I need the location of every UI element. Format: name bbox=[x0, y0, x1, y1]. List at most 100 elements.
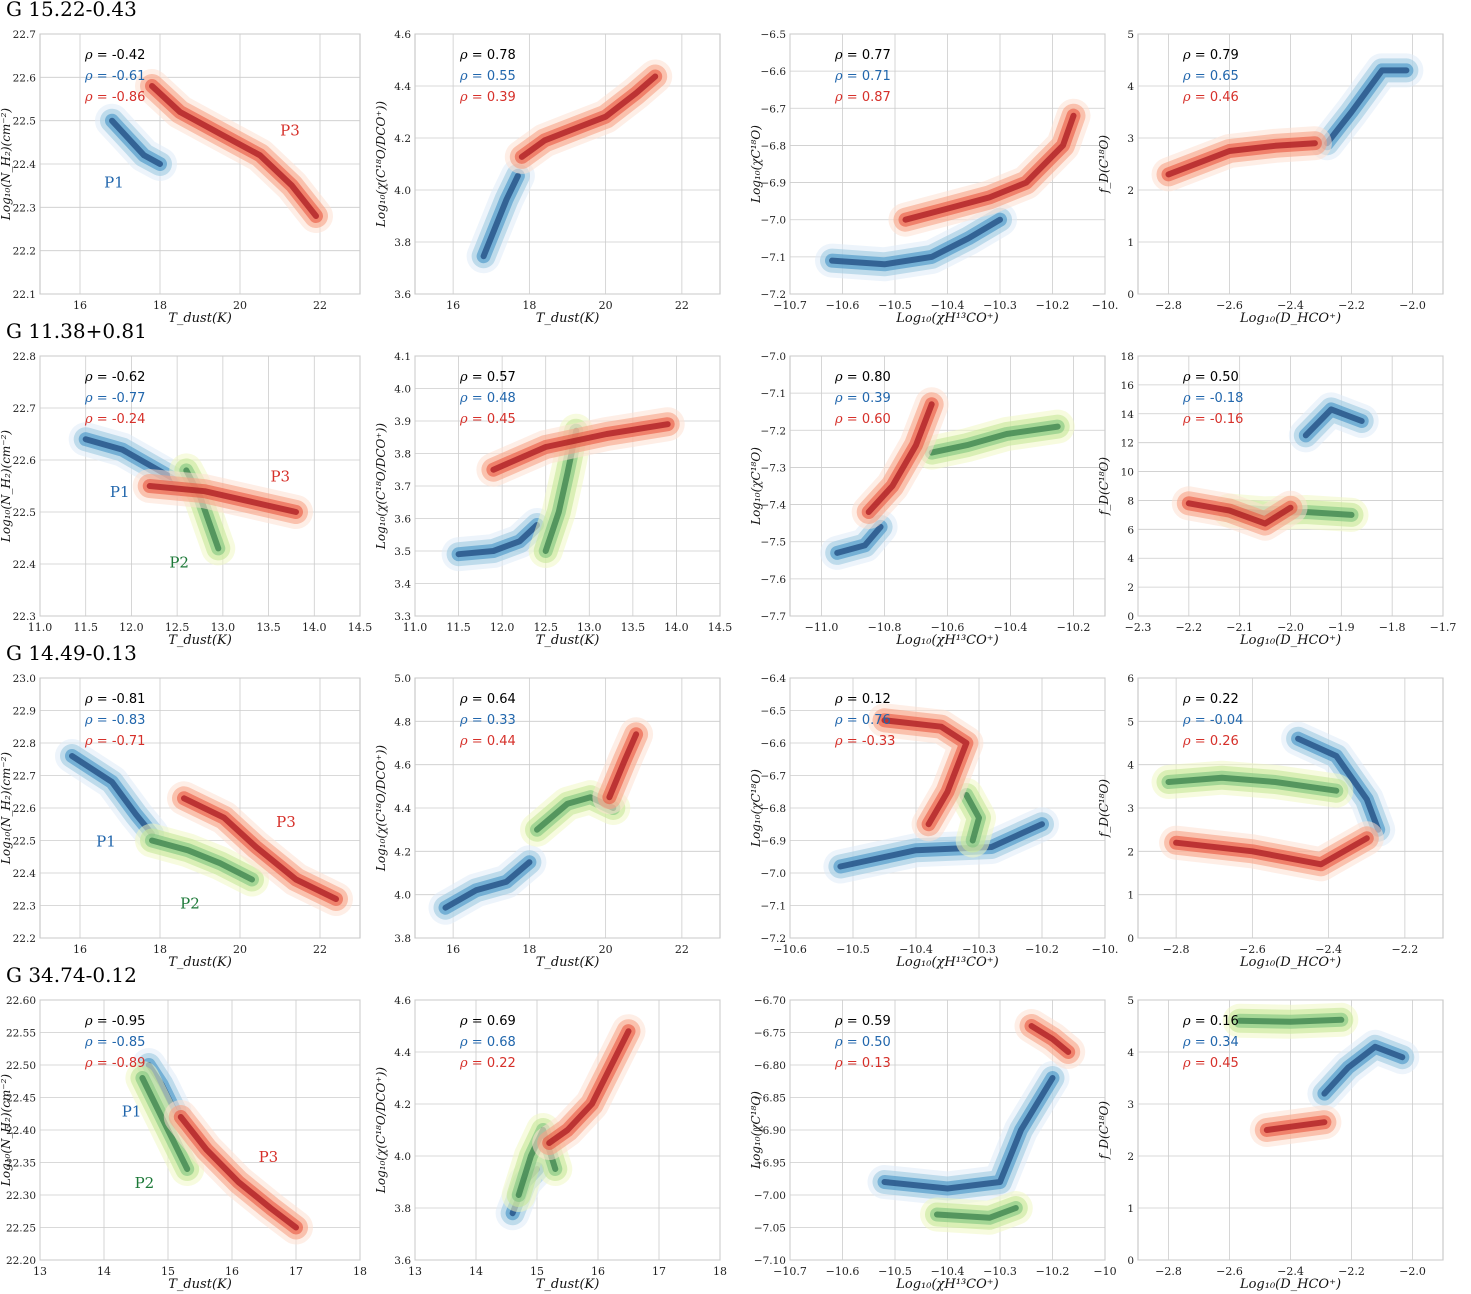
density-contour-P3 bbox=[177, 1114, 299, 1231]
kde-panel: −2.8 −2.6 −2.4 −2.2 −2.0 0 1 2 3 4 5 Log₁₀(D_HCO⁺) f… bbox=[1097, 995, 1444, 1292]
x-tick-label: −10.4 bbox=[931, 299, 965, 312]
y-tick-label: 2 bbox=[1127, 582, 1134, 594]
x-tick-label: −10.3 bbox=[962, 943, 996, 956]
y-tick-label: 4 bbox=[1127, 760, 1134, 772]
density-contour-P3 bbox=[546, 1028, 632, 1146]
y-tick-label: 4 bbox=[1127, 81, 1134, 93]
y-tick-label: 22.30 bbox=[6, 1190, 36, 1202]
kde-panel: −11.0 −10.8 −10.6 −10.4 −10.2 −7.7 −7.6 −7.5 −7.… bbox=[749, 351, 1106, 648]
density-layer bbox=[95, 69, 333, 233]
rho-annotation: ρ = -0.61 bbox=[84, 69, 145, 84]
y-tick-label: −7.10 bbox=[754, 1255, 786, 1267]
density-contour-P2 bbox=[963, 792, 982, 844]
density-contour-P2 bbox=[934, 1205, 1019, 1221]
y-tick-label: 3 bbox=[1127, 133, 1134, 145]
x-tick-label: 12.0 bbox=[119, 621, 144, 634]
density-contour-P1 bbox=[1302, 406, 1365, 439]
y-tick-label: 3.5 bbox=[394, 546, 411, 558]
rho-annotation: ρ = -0.77 bbox=[84, 391, 145, 406]
component-label: P1 bbox=[110, 483, 130, 501]
component-label: P3 bbox=[259, 1148, 279, 1166]
y-tick-label: 3.8 bbox=[394, 237, 411, 249]
y-axis-label: Log₁₀(χ(C¹⁸O/DCO⁺)) bbox=[374, 423, 388, 550]
rho-annotation: ρ = 0.13 bbox=[834, 1056, 891, 1071]
x-tick-label: 13.5 bbox=[621, 621, 646, 634]
rho-annotation: ρ = 0.50 bbox=[1182, 370, 1239, 385]
component-label: P3 bbox=[270, 468, 290, 486]
rho-annotation: ρ = 0.68 bbox=[459, 1035, 516, 1050]
x-tick-label: −2.3 bbox=[1125, 621, 1152, 634]
y-tick-label: 22.5 bbox=[13, 507, 36, 519]
rho-annotation: ρ = 0.64 bbox=[459, 692, 516, 707]
y-tick-label: 22.7 bbox=[13, 771, 36, 783]
x-axis-label: Log₁₀(χH¹³CO⁺) bbox=[895, 955, 998, 970]
x-tick-label: 22 bbox=[675, 299, 689, 312]
y-tick-label: 22.4 bbox=[13, 559, 37, 571]
y-axis-label: Log₁₀(χC¹⁸O) bbox=[749, 1091, 763, 1170]
x-tick-label: −10.2 bbox=[1057, 621, 1091, 634]
y-tick-label: −7.6 bbox=[761, 574, 787, 586]
x-tick-label: −10.7 bbox=[773, 1265, 807, 1278]
x-tick-label: 16 bbox=[73, 943, 87, 956]
x-axis-label: Log₁₀(χH¹³CO⁺) bbox=[895, 1277, 998, 1292]
density-contour-P3 bbox=[490, 421, 671, 473]
density-contour-P1 bbox=[455, 522, 540, 558]
y-tick-label: 22.25 bbox=[6, 1223, 36, 1235]
y-axis-label: Log₁₀(χC¹⁸O) bbox=[749, 125, 763, 204]
x-axis-label: T_dust(K) bbox=[536, 955, 600, 970]
component-label: P1 bbox=[104, 173, 124, 191]
x-tick-label: −10.4 bbox=[899, 943, 933, 956]
density-layer bbox=[1151, 721, 1396, 882]
y-tick-label: −7.05 bbox=[754, 1223, 786, 1235]
x-tick-label: 13.0 bbox=[211, 621, 236, 634]
y-axis-label: Log₁₀(N_H₂)(cm⁻²) bbox=[0, 752, 13, 866]
component-label: P2 bbox=[180, 894, 200, 912]
x-tick-label: −10.6 bbox=[931, 621, 965, 634]
x-axis-label: Log₁₀(D_HCO⁺) bbox=[1239, 311, 1341, 326]
density-layer bbox=[823, 703, 1059, 884]
rho-annotation: ρ = 0.80 bbox=[834, 370, 891, 385]
y-tick-label: −7.0 bbox=[761, 351, 787, 363]
density-contour-P1 bbox=[1324, 67, 1410, 147]
rho-annotation: ρ = 0.22 bbox=[459, 1056, 516, 1071]
x-tick-label: −10.4 bbox=[994, 621, 1028, 634]
y-tick-label: −6.90 bbox=[754, 1125, 786, 1137]
kde-panel: 16 18 20 22 22.1 22.2 22.3 22.4 22.5 22.6 22.7 T_du… bbox=[0, 29, 361, 326]
density-contour-P3 bbox=[1028, 1023, 1072, 1055]
x-tick-label: −2.6 bbox=[1239, 943, 1266, 956]
x-tick-label: −2.8 bbox=[1163, 943, 1190, 956]
y-tick-label: 0 bbox=[1127, 611, 1134, 623]
component-label: P1 bbox=[122, 1103, 142, 1121]
x-tick-label: 14.0 bbox=[302, 621, 327, 634]
x-tick-label: 15 bbox=[530, 1265, 544, 1278]
rho-annotation: ρ = -0.71 bbox=[84, 734, 145, 749]
y-tick-label: −6.5 bbox=[761, 29, 787, 41]
x-axis-label: T_dust(K) bbox=[536, 633, 600, 648]
y-tick-label: −7.00 bbox=[754, 1190, 786, 1202]
y-axis-label: Log₁₀(N_H₂)(cm⁻²) bbox=[0, 108, 13, 222]
y-axis-label: Log₁₀(N_H₂)(cm⁻²) bbox=[0, 430, 13, 544]
x-axis-label: T_dust(K) bbox=[536, 311, 600, 326]
y-tick-label: 22.7 bbox=[13, 403, 36, 415]
density-layer bbox=[1171, 392, 1379, 541]
x-axis-label: Log₁₀(D_HCO⁺) bbox=[1239, 1277, 1341, 1292]
density-contour-P3 bbox=[1263, 1119, 1328, 1133]
y-tick-label: −6.8 bbox=[761, 803, 787, 815]
y-tick-label: −7.0 bbox=[761, 215, 787, 227]
y-tick-label: −6.8 bbox=[761, 140, 787, 152]
y-tick-label: 6 bbox=[1127, 673, 1134, 685]
y-tick-label: 5 bbox=[1127, 29, 1134, 41]
y-tick-label: 3.8 bbox=[394, 449, 411, 461]
rho-annotation: ρ = 0.78 bbox=[459, 48, 516, 63]
y-tick-label: −6.85 bbox=[754, 1093, 786, 1105]
x-tick-label: −10.5 bbox=[836, 943, 870, 956]
y-tick-label: 3.7 bbox=[394, 481, 411, 493]
y-tick-label: 0 bbox=[1127, 933, 1134, 945]
x-tick-label: −10.5 bbox=[878, 299, 912, 312]
y-tick-label: −7.1 bbox=[761, 901, 787, 913]
rho-annotation: ρ = 0.26 bbox=[1182, 734, 1239, 749]
x-tick-label: −2.2 bbox=[1338, 299, 1365, 312]
x-tick-label: 13.5 bbox=[256, 621, 281, 634]
y-tick-label: 3 bbox=[1127, 803, 1134, 815]
y-tick-label: 22.3 bbox=[13, 901, 36, 913]
